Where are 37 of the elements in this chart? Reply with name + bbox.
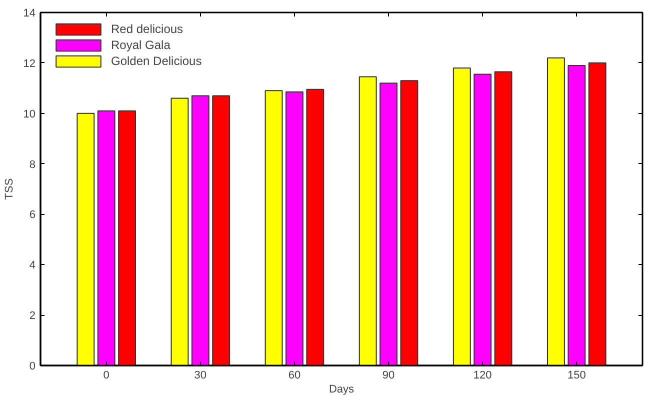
bar — [306, 88, 324, 366]
x-tick-label: 150 — [567, 370, 586, 382]
y-tick-label: 12 — [23, 58, 36, 70]
x-tick-label: 90 — [382, 370, 395, 382]
y-tick-label: 0 — [29, 360, 36, 372]
bar — [191, 95, 210, 366]
bar — [170, 98, 189, 366]
legend-label: Royal Gala — [111, 38, 170, 52]
x-axis-title: Days — [328, 384, 355, 396]
bar — [286, 91, 304, 366]
bar — [380, 82, 398, 366]
legend-label: Red delicious — [111, 22, 184, 36]
bar — [358, 76, 377, 366]
x-tick-label: 0 — [103, 370, 110, 382]
bar — [588, 62, 606, 366]
bar — [264, 90, 283, 366]
x-tick-label: 30 — [194, 370, 207, 382]
bar — [400, 80, 418, 366]
y-tick-label: 14 — [23, 8, 36, 20]
y-axis-title: TSS — [3, 178, 16, 200]
bar — [212, 95, 230, 366]
bar — [76, 112, 95, 366]
legend-label: Golden Delicious — [111, 54, 202, 68]
bar — [568, 64, 586, 366]
bar — [118, 110, 136, 366]
bar — [452, 67, 471, 366]
bar — [494, 71, 512, 366]
y-tick-label: 2 — [29, 310, 36, 322]
y-tick-label: 4 — [29, 260, 36, 272]
x-tick-label: 60 — [288, 370, 301, 382]
y-tick-label: 6 — [29, 209, 36, 222]
y-tick-label: 10 — [23, 108, 36, 120]
bar — [97, 110, 116, 366]
bar — [474, 74, 492, 366]
bar — [546, 57, 565, 366]
y-tick-label: 8 — [29, 158, 36, 171]
x-tick-label: 120 — [473, 370, 492, 382]
